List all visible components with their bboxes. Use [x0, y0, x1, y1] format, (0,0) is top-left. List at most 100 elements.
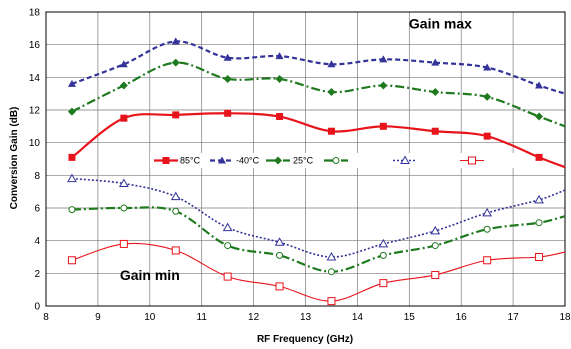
- series-2-point-3: [223, 74, 232, 83]
- series-0-point-3: [224, 109, 232, 117]
- series-2-point-5: [327, 88, 336, 97]
- series-1-point-1: [119, 60, 128, 68]
- x-tick-labels: 8 9 10 11 12 13 14 15 16 17 18: [43, 312, 571, 323]
- series-3-point-7: [431, 242, 439, 250]
- legend-marker-3: [332, 157, 340, 164]
- y-tick-label-2: 4: [34, 236, 40, 247]
- series-1-point-3: [223, 53, 232, 61]
- series-0-point-4: [276, 113, 284, 121]
- series-4-point-4: [274, 237, 285, 246]
- series-3: [68, 204, 566, 276]
- x-tick-label-7: 15: [404, 312, 416, 323]
- series-1-point-5: [327, 60, 336, 68]
- x-axis-label: RF Frequency (GHz): [257, 334, 353, 345]
- legend-marker-0: [162, 157, 170, 164]
- y-tick-label-7: 14: [29, 73, 41, 84]
- legend-marker-2: [274, 156, 282, 165]
- series-5-point-1: [119, 239, 128, 248]
- x-tick-label-10: 18: [559, 312, 571, 323]
- series-0-point-5: [327, 127, 335, 135]
- plot-area: [45, 11, 566, 307]
- annotations: Gain max Gain min: [120, 15, 472, 283]
- x-tick-label-9: 17: [508, 312, 520, 323]
- x-tick-label-1: 9: [95, 312, 101, 323]
- series-3-point-9: [535, 219, 543, 227]
- y-axis-label: Conversion Gain (dB): [9, 107, 20, 210]
- legend-item-2: 25°C: [266, 156, 314, 166]
- series-1: [67, 37, 566, 95]
- series-2-point-8: [483, 92, 492, 101]
- series-3-point-4: [276, 251, 284, 259]
- series-0-point-2: [172, 111, 180, 119]
- series-4-point-5: [326, 251, 337, 261]
- series-1-point-9: [535, 81, 544, 89]
- series-5-point-6: [379, 279, 388, 288]
- series-3-point-2: [172, 207, 180, 215]
- series-3-point-6: [379, 251, 387, 259]
- legend-marker-5: [468, 156, 476, 165]
- legend-item-3: [324, 157, 348, 164]
- y-tick-label-8: 16: [29, 40, 41, 51]
- y-tick-label-9: 18: [29, 8, 41, 19]
- legend-item-1: -40°C: [210, 156, 260, 166]
- x-tick-label-5: 13: [300, 312, 312, 323]
- annotation-gain-min: Gain min: [120, 267, 180, 283]
- series-4-point-6: [378, 238, 389, 248]
- series-0-point-8: [483, 132, 491, 140]
- series-2-point-0: [67, 107, 76, 116]
- series-2-point-4: [275, 74, 284, 83]
- legend-label-1: -40°C: [236, 156, 260, 166]
- series-5-point-5: [327, 297, 336, 306]
- series-3-point-1: [120, 204, 128, 212]
- series-0-point-0: [68, 153, 76, 161]
- series-3-point-0: [68, 206, 76, 214]
- series-1-point-0: [67, 79, 76, 87]
- legend-item-4: [393, 155, 417, 164]
- series-4-point-8: [482, 207, 493, 217]
- series-3-point-3: [224, 242, 232, 250]
- series-2-point-7: [431, 88, 440, 97]
- series-1-point-4: [275, 52, 284, 60]
- series-0: [68, 109, 566, 169]
- series-4-point-0: [67, 173, 77, 183]
- series-4-point-7: [430, 225, 441, 235]
- y-tick-label-6: 12: [29, 106, 41, 117]
- series-2-point-9: [535, 112, 544, 121]
- series-0-point-1: [120, 114, 128, 122]
- series-2-point-2: [171, 58, 180, 67]
- legend-marker-4: [400, 155, 410, 164]
- legend-label-0: 85°C: [180, 156, 201, 166]
- legend-item-0: 85°C: [154, 156, 201, 166]
- series-5-point-2: [171, 246, 180, 255]
- legend: 85°C -40°C 25°C: [150, 153, 524, 168]
- legend-marker-1: [218, 156, 226, 164]
- x-tick-label-0: 8: [43, 312, 49, 323]
- y-tick-label-0: 0: [34, 302, 40, 313]
- y-tick-label-5: 10: [29, 138, 41, 149]
- x-tick-label-4: 12: [248, 312, 260, 323]
- series-0-point-6: [379, 122, 387, 130]
- series-2: [67, 58, 566, 128]
- series-3-point-5: [327, 268, 335, 276]
- legend-label-2: 25°C: [293, 156, 314, 166]
- plot-border: [45, 11, 566, 307]
- series-4: [67, 173, 566, 261]
- legend-item-5: [460, 156, 484, 165]
- series-5-point-7: [431, 270, 440, 279]
- series-4-point-9: [534, 194, 544, 204]
- series-layer: [67, 37, 566, 306]
- series-1-point-6: [379, 55, 388, 63]
- series-1-point-7: [431, 58, 440, 66]
- y-tick-label-4: 8: [34, 171, 40, 182]
- y-tick-label-3: 6: [34, 204, 40, 215]
- series-4-point-3: [222, 222, 233, 232]
- y-tick-labels: 0 2 4 6 8 10 12 14 16 18: [29, 8, 41, 313]
- series-4-point-1: [118, 178, 129, 187]
- series-2-point-6: [379, 81, 388, 90]
- x-tick-label-3: 11: [197, 312, 208, 323]
- x-tick-label-6: 14: [352, 312, 364, 323]
- series-5-point-3: [223, 272, 232, 281]
- annotation-gain-max: Gain max: [409, 15, 472, 31]
- series-1-point-2: [171, 37, 180, 45]
- x-tick-label-8: 16: [456, 312, 468, 323]
